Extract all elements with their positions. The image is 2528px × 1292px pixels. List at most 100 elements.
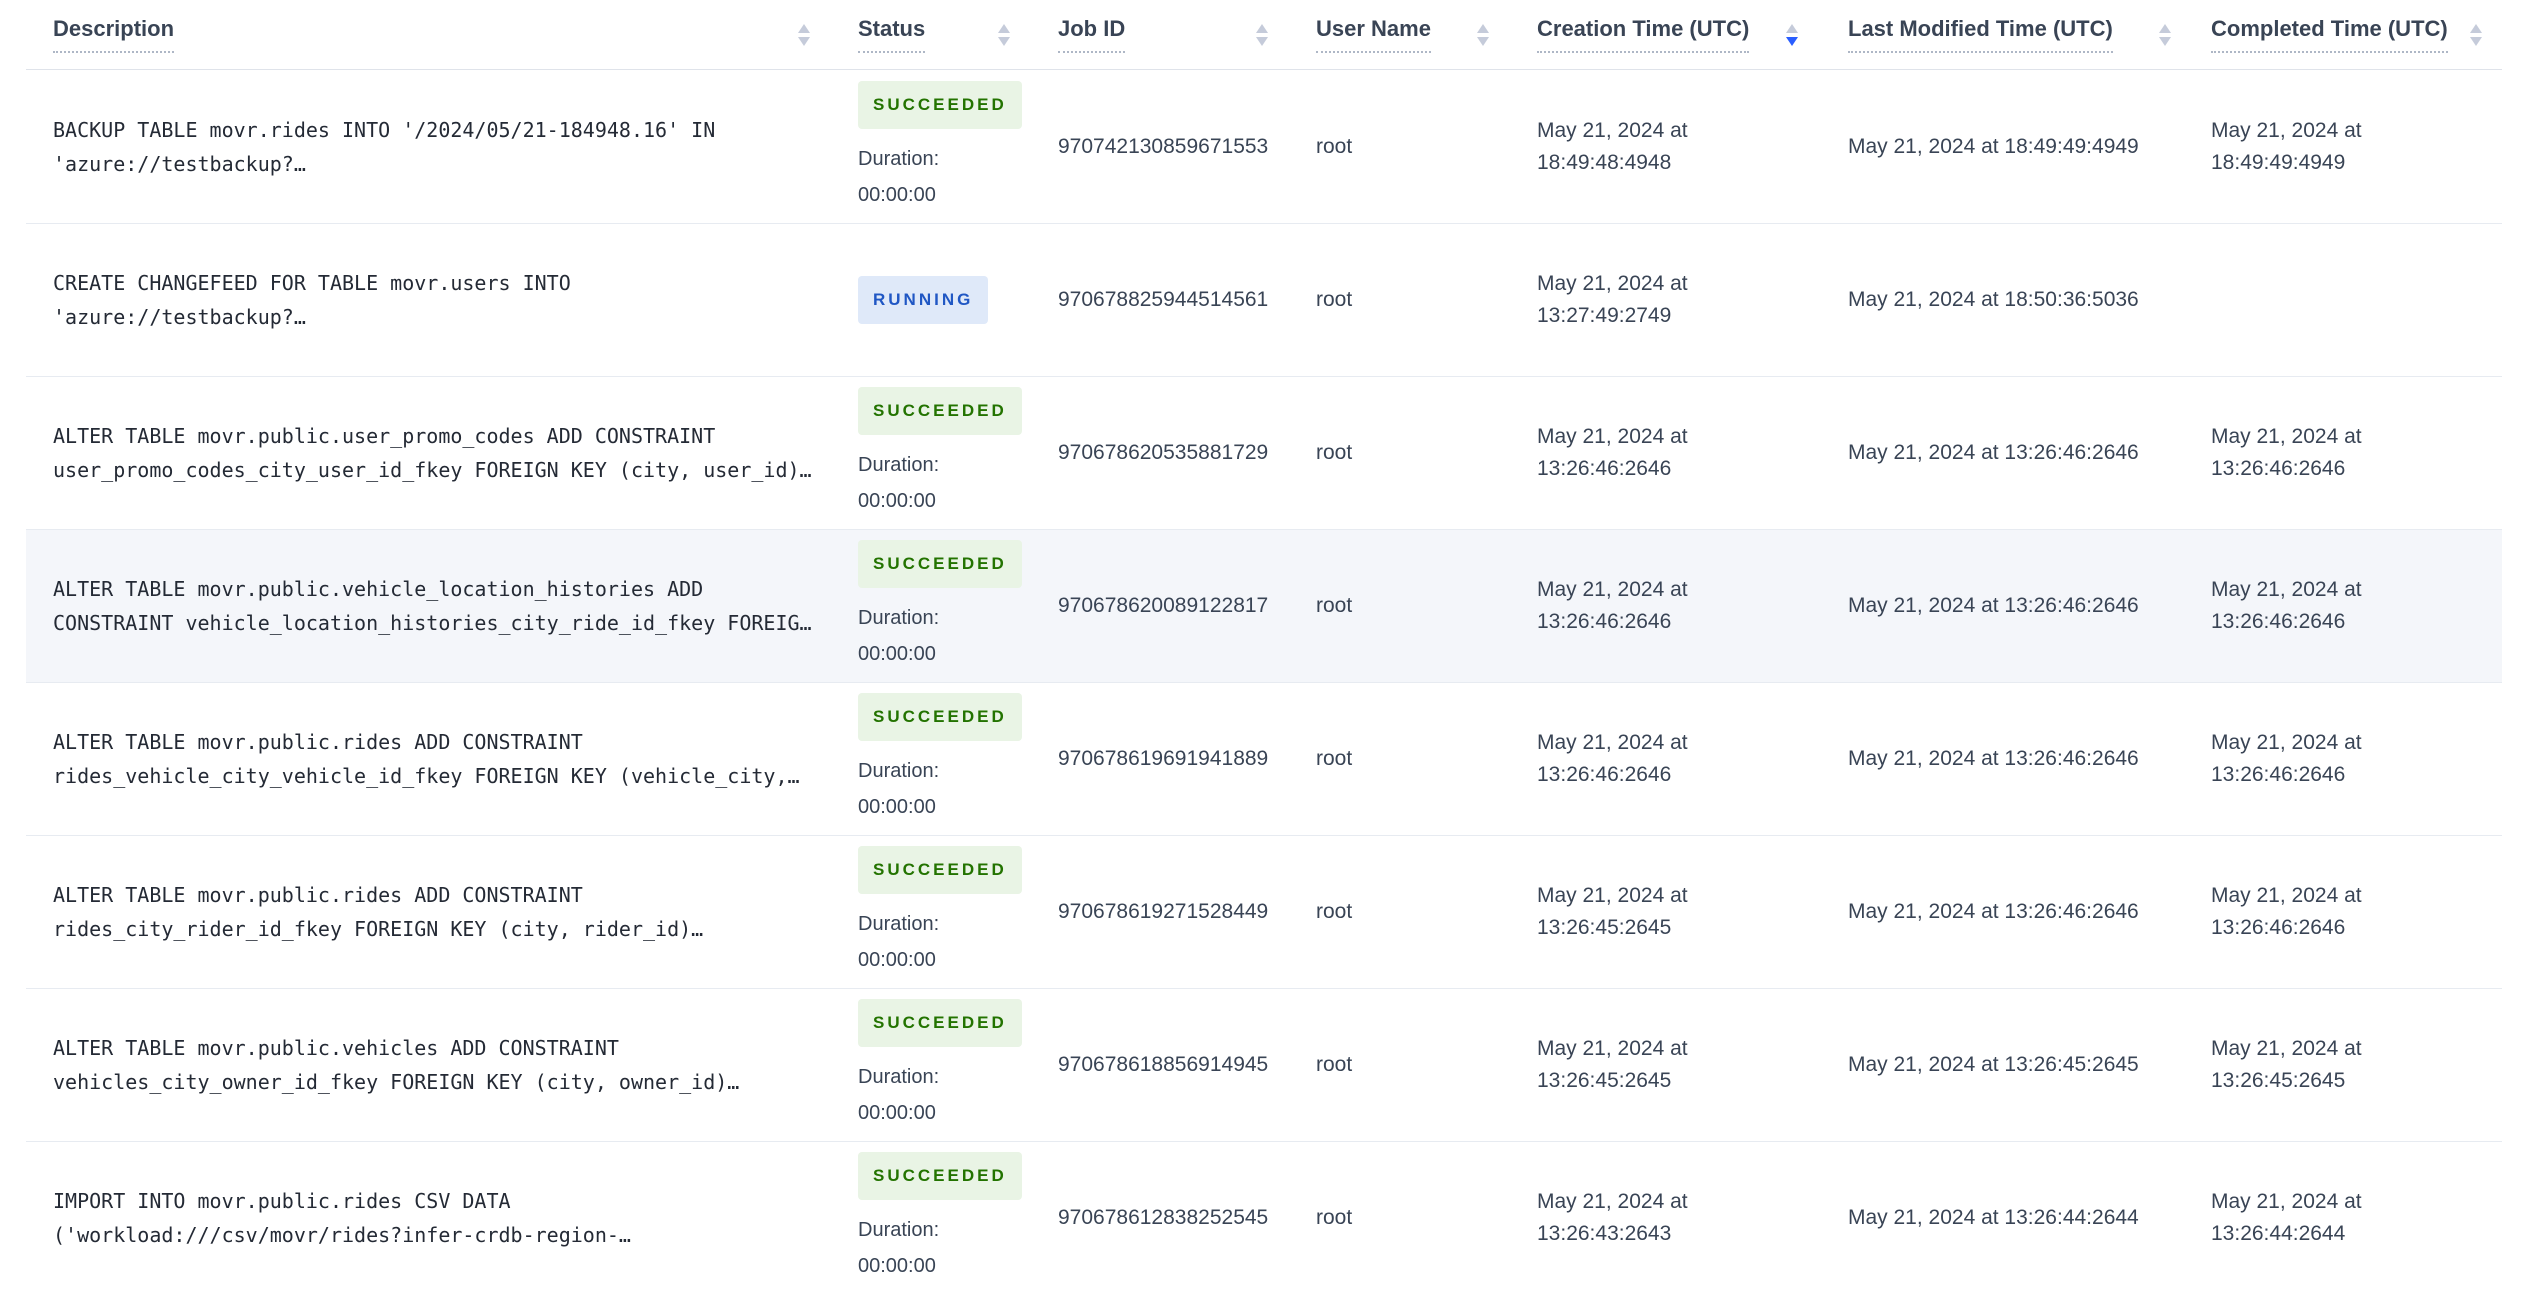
job-status-cell: SUCCEEDED Duration: 00:00:00 xyxy=(858,540,1058,672)
sort-arrows-icon[interactable] xyxy=(2470,23,2482,46)
last-modified-time-cell: May 21, 2024 at 13:26:46:2646 xyxy=(1848,900,2139,923)
sort-arrows-icon[interactable] xyxy=(998,23,1010,46)
sort-asc-icon[interactable] xyxy=(1477,23,1489,33)
job-description-cell: BACKUP TABLE movr.rides INTO '/2024/05/2… xyxy=(26,113,858,181)
job-id-cell: 970678612838252545 xyxy=(1058,1206,1269,1229)
sort-arrows-icon[interactable] xyxy=(2159,23,2171,46)
column-header-label: Job ID xyxy=(1058,16,1126,53)
completed-time-cell: May 21, 2024 at 13:26:46:2646 xyxy=(2211,578,2362,633)
sort-desc-icon[interactable] xyxy=(1477,36,1489,46)
job-duration: Duration: 00:00:00 xyxy=(858,600,1058,672)
table-row[interactable]: ALTER TABLE movr.public.rides ADD CONSTR… xyxy=(26,682,2502,835)
duration-label: Duration: xyxy=(858,1219,940,1241)
table-row[interactable]: BACKUP TABLE movr.rides INTO '/2024/05/2… xyxy=(26,70,2502,223)
job-description: IMPORT INTO movr.public.rides CSV DATA (… xyxy=(53,1189,631,1247)
duration-value: 00:00:00 xyxy=(858,490,936,512)
last-modified-time-cell: May 21, 2024 at 18:49:49:4949 xyxy=(1848,134,2139,158)
table-body: BACKUP TABLE movr.rides INTO '/2024/05/2… xyxy=(0,70,2528,1292)
column-header-completed[interactable]: Completed Time (UTC) xyxy=(2211,0,2502,69)
job-description-cell: ALTER TABLE movr.public.vehicle_location… xyxy=(26,572,858,640)
job-duration: Duration: 00:00:00 xyxy=(858,447,1058,519)
duration-value: 00:00:00 xyxy=(858,1102,936,1124)
job-duration: Duration: 00:00:00 xyxy=(858,141,1058,213)
completed-time-cell: May 21, 2024 at 13:26:44:2644 xyxy=(2211,1190,2362,1245)
sort-asc-icon[interactable] xyxy=(998,23,1010,33)
duration-value: 00:00:00 xyxy=(858,643,936,665)
creation-time-cell: May 21, 2024 at 13:26:45:2645 xyxy=(1537,1037,1688,1092)
table-row[interactable]: CREATE CHANGEFEED FOR TABLE movr.users I… xyxy=(26,223,2502,376)
column-header-jobid[interactable]: Job ID xyxy=(1058,0,1316,69)
duration-value: 00:00:00 xyxy=(858,183,936,206)
sort-arrows-icon[interactable] xyxy=(798,23,810,46)
last-modified-time-cell: May 21, 2024 at 13:26:46:2646 xyxy=(1848,747,2139,770)
status-badge: SUCCEEDED xyxy=(858,999,1022,1047)
sort-asc-icon[interactable] xyxy=(2159,23,2171,33)
creation-time-cell: May 21, 2024 at 13:26:46:2646 xyxy=(1537,731,1688,786)
job-description: ALTER TABLE movr.public.rides ADD CONSTR… xyxy=(53,730,800,788)
user-name-cell: root xyxy=(1316,900,1353,923)
user-name-cell: root xyxy=(1316,594,1353,617)
duration-label: Duration: xyxy=(858,147,940,170)
job-status-cell: SUCCEEDED Duration: 00:00:00 xyxy=(858,387,1058,519)
status-badge: SUCCEEDED xyxy=(858,846,1022,894)
last-modified-time-cell: May 21, 2024 at 13:26:46:2646 xyxy=(1848,594,2139,617)
sort-asc-icon[interactable] xyxy=(798,23,810,33)
column-header-created[interactable]: Creation Time (UTC) xyxy=(1537,0,1848,69)
completed-time-cell: May 21, 2024 at 13:26:46:2646 xyxy=(2211,884,2362,939)
sort-arrows-icon[interactable] xyxy=(1477,23,1489,46)
sort-desc-icon[interactable] xyxy=(1786,36,1798,46)
table-row[interactable]: ALTER TABLE movr.public.user_promo_codes… xyxy=(26,376,2502,529)
sort-arrows-icon[interactable] xyxy=(1256,23,1268,46)
status-badge: SUCCEEDED xyxy=(858,693,1022,741)
table-row[interactable]: IMPORT INTO movr.public.rides CSV DATA (… xyxy=(26,1141,2502,1292)
column-header-label: Description xyxy=(53,16,175,53)
sort-asc-icon[interactable] xyxy=(1786,23,1798,33)
table-row[interactable]: ALTER TABLE movr.public.vehicle_location… xyxy=(26,529,2502,682)
sort-asc-icon[interactable] xyxy=(2470,23,2482,33)
sort-desc-icon[interactable] xyxy=(798,36,810,46)
job-duration: Duration: 00:00:00 xyxy=(858,906,1058,978)
column-header-user[interactable]: User Name xyxy=(1316,0,1537,69)
completed-time-cell: May 21, 2024 at 18:49:49:4949 xyxy=(2211,118,2362,174)
job-description: ALTER TABLE movr.public.rides ADD CONSTR… xyxy=(53,883,704,941)
job-status-cell: SUCCEEDED Duration: 00:00:00 xyxy=(858,693,1058,825)
duration-label: Duration: xyxy=(858,913,940,935)
sort-arrows-icon[interactable] xyxy=(1786,23,1798,46)
job-description-cell: ALTER TABLE movr.public.rides ADD CONSTR… xyxy=(26,878,858,946)
status-badge: RUNNING xyxy=(858,276,989,324)
creation-time-cell: May 21, 2024 at 13:27:49:2749 xyxy=(1537,272,1688,327)
table-row[interactable]: ALTER TABLE movr.public.rides ADD CONSTR… xyxy=(26,835,2502,988)
duration-value: 00:00:00 xyxy=(858,949,936,971)
table-row[interactable]: ALTER TABLE movr.public.vehicles ADD CON… xyxy=(26,988,2502,1141)
status-badge: SUCCEEDED xyxy=(858,540,1022,588)
sort-asc-icon[interactable] xyxy=(1256,23,1268,33)
completed-time-cell: May 21, 2024 at 13:26:46:2646 xyxy=(2211,731,2362,786)
table-header-row: Description Status Job ID User Name Crea… xyxy=(26,0,2502,70)
job-id-cell: 970742130859671553 xyxy=(1058,134,1269,158)
job-description: ALTER TABLE movr.public.vehicles ADD CON… xyxy=(53,1036,740,1094)
duration-label: Duration: xyxy=(858,1066,940,1088)
column-header-desc[interactable]: Description xyxy=(26,0,858,69)
sort-desc-icon[interactable] xyxy=(2470,36,2482,46)
user-name-cell: root xyxy=(1316,134,1353,158)
job-status-cell: SUCCEEDED Duration: 00:00:00 xyxy=(858,1152,1058,1284)
sort-desc-icon[interactable] xyxy=(998,36,1010,46)
job-description: ALTER TABLE movr.public.user_promo_codes… xyxy=(53,424,812,482)
sort-desc-icon[interactable] xyxy=(2159,36,2171,46)
job-id-cell: 970678619691941889 xyxy=(1058,747,1269,770)
job-description-cell: IMPORT INTO movr.public.rides CSV DATA (… xyxy=(26,1184,858,1252)
column-header-label: Last Modified Time (UTC) xyxy=(1848,16,2113,53)
column-header-label: Creation Time (UTC) xyxy=(1537,16,1750,53)
creation-time-cell: May 21, 2024 at 13:26:43:2643 xyxy=(1537,1190,1688,1245)
column-header-modified[interactable]: Last Modified Time (UTC) xyxy=(1848,0,2211,69)
creation-time-cell: May 21, 2024 at 13:26:46:2646 xyxy=(1537,425,1688,480)
creation-time-cell: May 21, 2024 at 13:26:46:2646 xyxy=(1537,578,1688,633)
job-status-cell: SUCCEEDED Duration: 00:00:00 xyxy=(858,80,1058,213)
sort-desc-icon[interactable] xyxy=(1256,36,1268,46)
job-status-cell: SUCCEEDED Duration: 00:00:00 xyxy=(858,846,1058,978)
user-name-cell: root xyxy=(1316,747,1353,770)
user-name-cell: root xyxy=(1316,288,1353,311)
column-header-status[interactable]: Status xyxy=(858,0,1058,69)
job-description-cell: ALTER TABLE movr.public.vehicles ADD CON… xyxy=(26,1031,858,1099)
